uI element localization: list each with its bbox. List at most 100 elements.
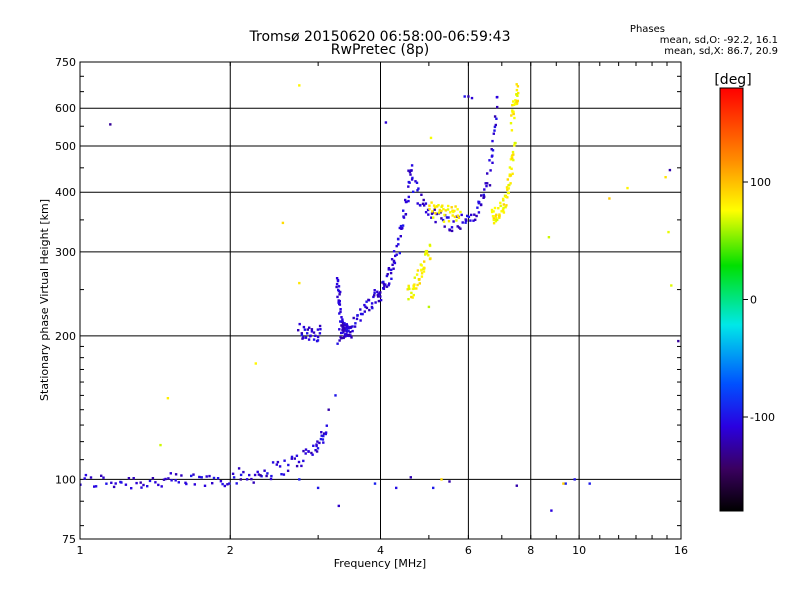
x-mode-point — [415, 273, 419, 276]
x-mode-point — [562, 482, 565, 485]
o-mode-point — [336, 279, 340, 283]
o-mode-point — [130, 487, 133, 490]
o-mode-point — [415, 181, 419, 184]
o-mode-point — [338, 303, 342, 306]
o-mode-point — [302, 325, 306, 329]
o-mode-point — [460, 213, 463, 217]
o-mode-point — [349, 331, 352, 334]
o-mode-point — [343, 329, 346, 332]
x-mode-point — [425, 249, 428, 253]
x-mode-point — [442, 207, 445, 211]
x-mode-point — [497, 207, 500, 210]
o-mode-point — [318, 324, 322, 328]
o-mode-point — [353, 325, 357, 328]
o-mode-point — [421, 202, 425, 205]
x-mode-point — [508, 166, 512, 169]
o-mode-point — [477, 202, 480, 205]
x-mode-point — [505, 204, 508, 207]
x-mode-point — [496, 218, 499, 222]
o-mode-point — [169, 472, 172, 475]
x-mode-point — [492, 218, 495, 222]
x-mode-point — [420, 272, 424, 275]
x-mode-point — [512, 100, 515, 103]
o-mode-point — [412, 190, 415, 193]
o-mode-point — [341, 321, 345, 325]
o-mode-point — [404, 198, 407, 202]
x-mode-point — [608, 197, 611, 200]
o-mode-point — [302, 449, 305, 453]
colorbar-ticks: 100 0 -100 — [743, 176, 775, 424]
o-mode-point — [316, 486, 320, 490]
o-mode-point — [377, 299, 381, 303]
o-mode-point — [480, 194, 483, 197]
colorbar-tick-label: -100 — [750, 411, 775, 424]
x-mode-point — [498, 216, 501, 219]
o-mode-point — [231, 472, 235, 475]
o-mode-point — [170, 479, 173, 482]
x-mode-point — [510, 129, 514, 132]
o-mode-point — [185, 482, 188, 486]
o-mode-point — [515, 484, 518, 487]
o-mode-point — [211, 482, 214, 485]
o-mode-point — [445, 216, 449, 219]
o-mode-point — [382, 282, 386, 286]
o-mode-point — [455, 215, 458, 218]
x-mode-point — [499, 201, 502, 205]
x-mode-point — [514, 99, 517, 102]
o-mode-point — [228, 482, 231, 485]
o-mode-point — [398, 251, 401, 255]
o-mode-point — [470, 96, 474, 100]
o-mode-point — [278, 465, 282, 468]
x-mode-point — [490, 210, 494, 214]
o-mode-point — [450, 229, 454, 233]
x-mode-point — [438, 208, 441, 212]
x-mode-point — [509, 158, 513, 161]
x-mode-point — [509, 182, 512, 185]
x-mode-point — [440, 209, 443, 213]
o-mode-point — [465, 219, 468, 222]
x-mode-point — [281, 221, 285, 225]
o-mode-point — [342, 330, 345, 334]
o-mode-point — [114, 482, 117, 485]
o-mode-point — [473, 213, 476, 216]
chart-subtitle: RwPretec (8p) — [331, 42, 429, 58]
o-mode-point — [461, 221, 464, 224]
o-mode-point — [433, 208, 436, 211]
o-mode-point — [397, 243, 400, 246]
o-mode-point — [307, 450, 310, 453]
o-mode-point — [361, 312, 364, 316]
o-mode-point — [250, 477, 253, 481]
o-mode-point — [216, 477, 220, 480]
o-mode-point — [321, 438, 325, 441]
x-mode-point — [451, 209, 454, 212]
o-mode-point — [407, 185, 410, 188]
x-mode-point — [511, 104, 514, 107]
o-mode-point — [387, 267, 391, 270]
x-mode-point — [437, 204, 440, 207]
colorbar — [719, 87, 744, 512]
x-mode-point — [512, 112, 515, 116]
x-mode-point — [407, 285, 410, 289]
y-tick-label: 300 — [55, 246, 76, 259]
o-mode-point — [385, 285, 389, 288]
x-axis-label: Frequency [MHz] — [334, 557, 426, 570]
o-mode-point — [345, 328, 349, 331]
o-mode-point — [80, 483, 82, 486]
x-mode-point — [159, 443, 162, 447]
o-mode-point — [373, 289, 376, 292]
o-mode-point — [298, 478, 301, 481]
y-tick-label: 400 — [55, 186, 76, 199]
o-mode-point — [148, 479, 152, 483]
x-mode-point — [509, 122, 513, 125]
o-mode-point — [316, 339, 320, 342]
x-mode-point — [433, 206, 437, 209]
o-mode-point — [452, 220, 455, 223]
o-mode-point — [94, 485, 98, 488]
o-mode-point — [424, 211, 428, 214]
o-mode-point — [343, 324, 347, 327]
x-mode-point — [495, 216, 498, 220]
o-mode-point — [365, 306, 369, 310]
o-mode-point — [146, 485, 149, 488]
o-mode-point — [338, 312, 341, 315]
o-mode-point — [364, 305, 367, 308]
